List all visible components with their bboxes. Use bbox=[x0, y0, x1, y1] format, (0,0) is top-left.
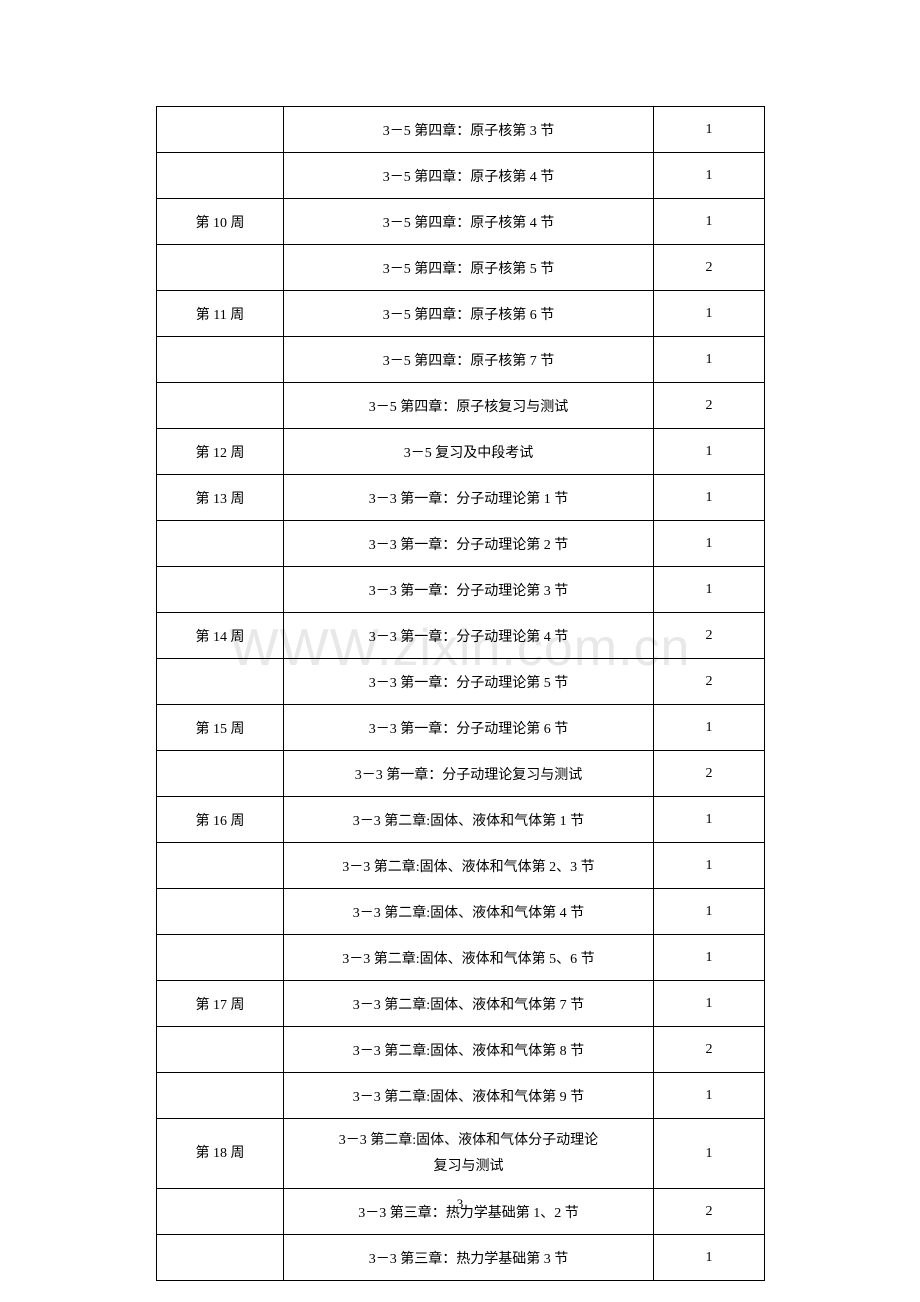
page-number: 3 bbox=[0, 1196, 920, 1212]
week-cell bbox=[157, 889, 284, 935]
hours-cell: 1 bbox=[654, 521, 765, 567]
week-cell: 第 11 周 bbox=[157, 291, 284, 337]
hours-cell: 1 bbox=[654, 843, 765, 889]
week-cell: 第 15 周 bbox=[157, 705, 284, 751]
table-row: 3－3 第一章：分子动理论第 2 节1 bbox=[157, 521, 765, 567]
content-cell: 3－3 第二章:固体、液体和气体第 8 节 bbox=[284, 1027, 654, 1073]
content-cell: 3－3 第二章:固体、液体和气体第 9 节 bbox=[284, 1073, 654, 1119]
content-cell: 3－3 第一章：分子动理论第 2 节 bbox=[284, 521, 654, 567]
content-cell: 3－3 第三章：热力学基础第 3 节 bbox=[284, 1235, 654, 1281]
content-cell: 3－5 复习及中段考试 bbox=[284, 429, 654, 475]
hours-cell: 1 bbox=[654, 429, 765, 475]
week-cell: 第 10 周 bbox=[157, 199, 284, 245]
hours-cell: 2 bbox=[654, 245, 765, 291]
week-cell: 第 18 周 bbox=[157, 1119, 284, 1189]
table-row: 第 18 周3－3 第二章:固体、液体和气体分子动理论复习与测试1 bbox=[157, 1119, 765, 1189]
schedule-table: 3－5 第四章：原子核第 3 节13－5 第四章：原子核第 4 节1第 10 周… bbox=[156, 106, 765, 1281]
week-cell: 第 16 周 bbox=[157, 797, 284, 843]
content-cell: 3－3 第一章：分子动理论复习与测试 bbox=[284, 751, 654, 797]
table-row: 3－3 第二章:固体、液体和气体第 9 节1 bbox=[157, 1073, 765, 1119]
table-row: 3－3 第一章：分子动理论复习与测试2 bbox=[157, 751, 765, 797]
content-cell: 3－3 第二章:固体、液体和气体第 2、3 节 bbox=[284, 843, 654, 889]
week-cell bbox=[157, 1027, 284, 1073]
hours-cell: 1 bbox=[654, 981, 765, 1027]
hours-cell: 1 bbox=[654, 705, 765, 751]
content-cell: 3－5 第四章：原子核第 7 节 bbox=[284, 337, 654, 383]
week-cell bbox=[157, 153, 284, 199]
hours-cell: 1 bbox=[654, 935, 765, 981]
content-cell: 3－3 第一章：分子动理论第 5 节 bbox=[284, 659, 654, 705]
week-cell bbox=[157, 935, 284, 981]
content-cell: 3－3 第二章:固体、液体和气体第 7 节 bbox=[284, 981, 654, 1027]
page-content: 3－5 第四章：原子核第 3 节13－5 第四章：原子核第 4 节1第 10 周… bbox=[0, 0, 920, 1281]
table-row: 第 11 周3－5 第四章：原子核第 6 节1 bbox=[157, 291, 765, 337]
content-cell: 3－3 第二章:固体、液体和气体第 1 节 bbox=[284, 797, 654, 843]
week-cell: 第 12 周 bbox=[157, 429, 284, 475]
content-cell: 3－5 第四章：原子核第 5 节 bbox=[284, 245, 654, 291]
table-row: 3－5 第四章：原子核第 5 节2 bbox=[157, 245, 765, 291]
table-row: 第 14 周3－3 第一章：分子动理论第 4 节2 bbox=[157, 613, 765, 659]
content-cell: 3－5 第四章：原子核第 4 节 bbox=[284, 153, 654, 199]
table-row: 3－5 第四章：原子核第 7 节1 bbox=[157, 337, 765, 383]
content-cell: 3－3 第二章:固体、液体和气体第 5、6 节 bbox=[284, 935, 654, 981]
table-row: 3－3 第二章:固体、液体和气体第 4 节1 bbox=[157, 889, 765, 935]
hours-cell: 2 bbox=[654, 383, 765, 429]
table-row: 3－3 第二章:固体、液体和气体第 8 节2 bbox=[157, 1027, 765, 1073]
hours-cell: 1 bbox=[654, 889, 765, 935]
hours-cell: 1 bbox=[654, 1119, 765, 1189]
table-row: 第 13 周3－3 第一章：分子动理论第 1 节1 bbox=[157, 475, 765, 521]
table-row: 3－5 第四章：原子核第 3 节1 bbox=[157, 107, 765, 153]
hours-cell: 2 bbox=[654, 613, 765, 659]
table-row: 3－3 第二章:固体、液体和气体第 5、6 节1 bbox=[157, 935, 765, 981]
hours-cell: 1 bbox=[654, 797, 765, 843]
content-cell: 3－3 第一章：分子动理论第 3 节 bbox=[284, 567, 654, 613]
content-cell: 3－3 第一章：分子动理论第 6 节 bbox=[284, 705, 654, 751]
table-row: 第 16 周3－3 第二章:固体、液体和气体第 1 节1 bbox=[157, 797, 765, 843]
content-cell: 3－5 第四章：原子核第 6 节 bbox=[284, 291, 654, 337]
week-cell bbox=[157, 659, 284, 705]
content-cell: 3－5 第四章：原子核复习与测试 bbox=[284, 383, 654, 429]
hours-cell: 1 bbox=[654, 567, 765, 613]
week-cell bbox=[157, 751, 284, 797]
week-cell: 第 14 周 bbox=[157, 613, 284, 659]
content-cell: 3－3 第二章:固体、液体和气体第 4 节 bbox=[284, 889, 654, 935]
week-cell bbox=[157, 843, 284, 889]
week-cell bbox=[157, 107, 284, 153]
table-row: 3－3 第一章：分子动理论第 5 节2 bbox=[157, 659, 765, 705]
hours-cell: 2 bbox=[654, 659, 765, 705]
week-cell bbox=[157, 1073, 284, 1119]
content-cell: 3－3 第一章：分子动理论第 4 节 bbox=[284, 613, 654, 659]
content-cell: 3－3 第一章：分子动理论第 1 节 bbox=[284, 475, 654, 521]
table-row: 第 12 周3－5 复习及中段考试1 bbox=[157, 429, 765, 475]
hours-cell: 1 bbox=[654, 199, 765, 245]
week-cell bbox=[157, 337, 284, 383]
week-cell: 第 13 周 bbox=[157, 475, 284, 521]
week-cell bbox=[157, 383, 284, 429]
table-row: 3－3 第一章：分子动理论第 3 节1 bbox=[157, 567, 765, 613]
hours-cell: 2 bbox=[654, 751, 765, 797]
week-cell bbox=[157, 1235, 284, 1281]
content-cell: 3－5 第四章：原子核第 3 节 bbox=[284, 107, 654, 153]
hours-cell: 1 bbox=[654, 337, 765, 383]
content-cell: 3－5 第四章：原子核第 4 节 bbox=[284, 199, 654, 245]
hours-cell: 1 bbox=[654, 475, 765, 521]
table-row: 3－3 第三章：热力学基础第 3 节1 bbox=[157, 1235, 765, 1281]
hours-cell: 1 bbox=[654, 1073, 765, 1119]
hours-cell: 1 bbox=[654, 1235, 765, 1281]
table-row: 3－3 第二章:固体、液体和气体第 2、3 节1 bbox=[157, 843, 765, 889]
week-cell: 第 17 周 bbox=[157, 981, 284, 1027]
week-cell bbox=[157, 521, 284, 567]
table-row: 3－5 第四章：原子核第 4 节1 bbox=[157, 153, 765, 199]
table-row: 3－5 第四章：原子核复习与测试2 bbox=[157, 383, 765, 429]
hours-cell: 1 bbox=[654, 153, 765, 199]
content-cell: 3－3 第二章:固体、液体和气体分子动理论复习与测试 bbox=[284, 1119, 654, 1189]
table-row: 第 10 周3－5 第四章：原子核第 4 节1 bbox=[157, 199, 765, 245]
hours-cell: 2 bbox=[654, 1027, 765, 1073]
week-cell bbox=[157, 245, 284, 291]
hours-cell: 1 bbox=[654, 291, 765, 337]
week-cell bbox=[157, 567, 284, 613]
hours-cell: 1 bbox=[654, 107, 765, 153]
table-row: 第 15 周3－3 第一章：分子动理论第 6 节1 bbox=[157, 705, 765, 751]
table-row: 第 17 周3－3 第二章:固体、液体和气体第 7 节1 bbox=[157, 981, 765, 1027]
